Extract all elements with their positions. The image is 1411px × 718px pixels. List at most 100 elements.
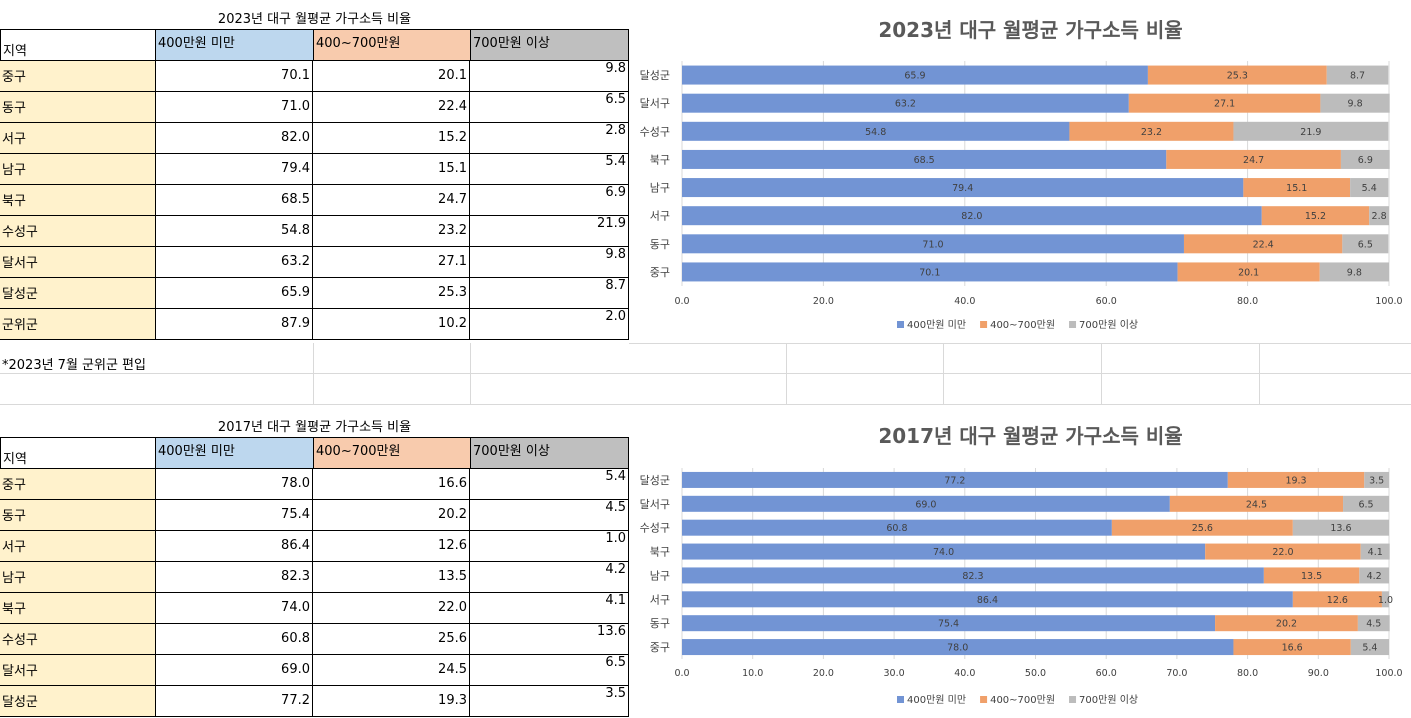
- value-over-700[interactable]: 5.4: [470, 154, 629, 185]
- value-400-700[interactable]: 25.6: [313, 624, 470, 655]
- data-label: 21.9: [1300, 127, 1321, 138]
- value-under-400[interactable]: 79.4: [156, 154, 313, 185]
- region-cell[interactable]: 수성구: [0, 624, 156, 655]
- value-over-700[interactable]: 5.4: [470, 469, 629, 500]
- value-over-700[interactable]: 6.9: [470, 185, 629, 216]
- header-400-700[interactable]: 400~700만원: [313, 437, 471, 469]
- value-over-700[interactable]: 6.5: [470, 92, 629, 123]
- bar-segment: [1261, 206, 1370, 226]
- data-label: 82.3: [962, 571, 983, 582]
- region-cell[interactable]: 동구: [0, 92, 156, 123]
- bar-segment: [1147, 65, 1327, 85]
- value-over-700[interactable]: 4.2: [470, 562, 629, 593]
- region-cell[interactable]: 남구: [0, 562, 156, 593]
- x-tick-label: 60.0: [1096, 296, 1117, 307]
- value-under-400[interactable]: 82.3: [156, 562, 313, 593]
- region-cell[interactable]: 북구: [0, 185, 156, 216]
- value-400-700[interactable]: 13.5: [313, 562, 470, 593]
- value-over-700[interactable]: 4.1: [470, 593, 629, 624]
- category-label: 중구: [650, 641, 670, 654]
- value-under-400[interactable]: 54.8: [156, 216, 313, 247]
- x-tick-label: 50.0: [1025, 668, 1046, 679]
- value-under-400[interactable]: 71.0: [156, 92, 313, 123]
- header-under-400[interactable]: 400만원 미만: [155, 437, 314, 469]
- value-over-700[interactable]: 21.9: [470, 216, 629, 247]
- value-over-700[interactable]: 4.5: [470, 500, 629, 531]
- value-over-700[interactable]: 2.8: [470, 123, 629, 154]
- value-400-700[interactable]: 23.2: [313, 216, 470, 247]
- sheet-background: [629, 0, 1411, 718]
- header-400-700[interactable]: 400~700만원: [313, 29, 471, 61]
- value-under-400[interactable]: 70.1: [156, 61, 313, 92]
- bar-segment: [682, 471, 1228, 488]
- value-over-700[interactable]: 9.8: [470, 61, 629, 92]
- data-label: 1.0: [1378, 595, 1393, 606]
- region-cell[interactable]: 남구: [0, 154, 156, 185]
- value-400-700[interactable]: 10.2: [313, 309, 470, 340]
- region-cell[interactable]: 수성구: [0, 216, 156, 247]
- value-over-700[interactable]: 2.0: [470, 309, 629, 340]
- value-400-700[interactable]: 12.6: [313, 531, 470, 562]
- value-400-700[interactable]: 15.1: [313, 154, 470, 185]
- value-400-700[interactable]: 19.3: [313, 686, 470, 717]
- value-400-700[interactable]: 20.2: [313, 500, 470, 531]
- value-400-700[interactable]: 24.5: [313, 655, 470, 686]
- chart-2023[interactable]: 2023년 대구 월평균 가구소득 비율 0.0 20.0 40.0 60.0 80.0 1…: [629, 0, 1411, 343]
- value-under-400[interactable]: 75.4: [156, 500, 313, 531]
- value-400-700[interactable]: 15.2: [313, 123, 470, 154]
- header-region[interactable]: 지역: [0, 437, 156, 469]
- value-400-700[interactable]: 22.4: [313, 92, 470, 123]
- value-under-400[interactable]: 65.9: [156, 278, 313, 309]
- value-400-700[interactable]: 25.3: [313, 278, 470, 309]
- data-label: 23.2: [1141, 127, 1162, 138]
- value-400-700[interactable]: 24.7: [313, 185, 470, 216]
- bar-segment: [682, 543, 1206, 560]
- value-400-700[interactable]: 27.1: [313, 247, 470, 278]
- value-under-400[interactable]: 82.0: [156, 123, 313, 154]
- category-label: 북구: [650, 546, 670, 559]
- region-cell[interactable]: 서구: [0, 531, 156, 562]
- value-over-700[interactable]: 13.6: [470, 624, 629, 655]
- value-over-700[interactable]: 6.5: [470, 655, 629, 686]
- value-over-700[interactable]: 1.0: [470, 531, 629, 562]
- value-under-400[interactable]: 63.2: [156, 247, 313, 278]
- region-cell[interactable]: 달성군: [0, 686, 156, 717]
- region-cell[interactable]: 달서구: [0, 247, 156, 278]
- value-under-400[interactable]: 68.5: [156, 185, 313, 216]
- value-under-400[interactable]: 60.8: [156, 624, 313, 655]
- data-label: 13.6: [1330, 523, 1351, 534]
- bar-segment: [1340, 149, 1390, 169]
- value-under-400[interactable]: 74.0: [156, 593, 313, 624]
- bar-segment: [682, 495, 1170, 512]
- region-cell[interactable]: 동구: [0, 500, 156, 531]
- value-under-400[interactable]: 86.4: [156, 531, 313, 562]
- value-400-700[interactable]: 20.1: [313, 61, 470, 92]
- value-over-700[interactable]: 8.7: [470, 278, 629, 309]
- header-region[interactable]: 지역: [0, 29, 156, 61]
- value-under-400[interactable]: 69.0: [156, 655, 313, 686]
- region-cell[interactable]: 북구: [0, 593, 156, 624]
- value-400-700[interactable]: 16.6: [313, 469, 470, 500]
- value-400-700[interactable]: 22.0: [313, 593, 470, 624]
- region-cell[interactable]: 달서구: [0, 655, 156, 686]
- data-label: 71.0: [922, 239, 943, 250]
- header-over-700[interactable]: 700만원 이상: [470, 29, 629, 61]
- chart-2017[interactable]: 2017년 대구 월평균 가구소득 비율 0.0 10.0 20.0 30.0 40.0 5…: [629, 406, 1411, 718]
- data-label: 6.5: [1358, 499, 1373, 510]
- category-label: 달서구: [640, 97, 670, 110]
- bar-segment: [1177, 262, 1320, 282]
- region-cell[interactable]: 군위군: [0, 309, 156, 340]
- value-over-700[interactable]: 3.5: [470, 686, 629, 717]
- value-under-400[interactable]: 78.0: [156, 469, 313, 500]
- value-over-700[interactable]: 9.8: [470, 247, 629, 278]
- region-cell[interactable]: 서구: [0, 123, 156, 154]
- region-cell[interactable]: 달성군: [0, 278, 156, 309]
- value-under-400[interactable]: 87.9: [156, 309, 313, 340]
- bar-segment: [1292, 591, 1382, 608]
- region-cell[interactable]: 중구: [0, 469, 156, 500]
- header-over-700[interactable]: 700만원 이상: [470, 437, 629, 469]
- note-text[interactable]: *2023년 7월 군위군 편입: [2, 358, 146, 373]
- value-under-400[interactable]: 77.2: [156, 686, 313, 717]
- header-under-400[interactable]: 400만원 미만: [155, 29, 314, 61]
- region-cell[interactable]: 중구: [0, 61, 156, 92]
